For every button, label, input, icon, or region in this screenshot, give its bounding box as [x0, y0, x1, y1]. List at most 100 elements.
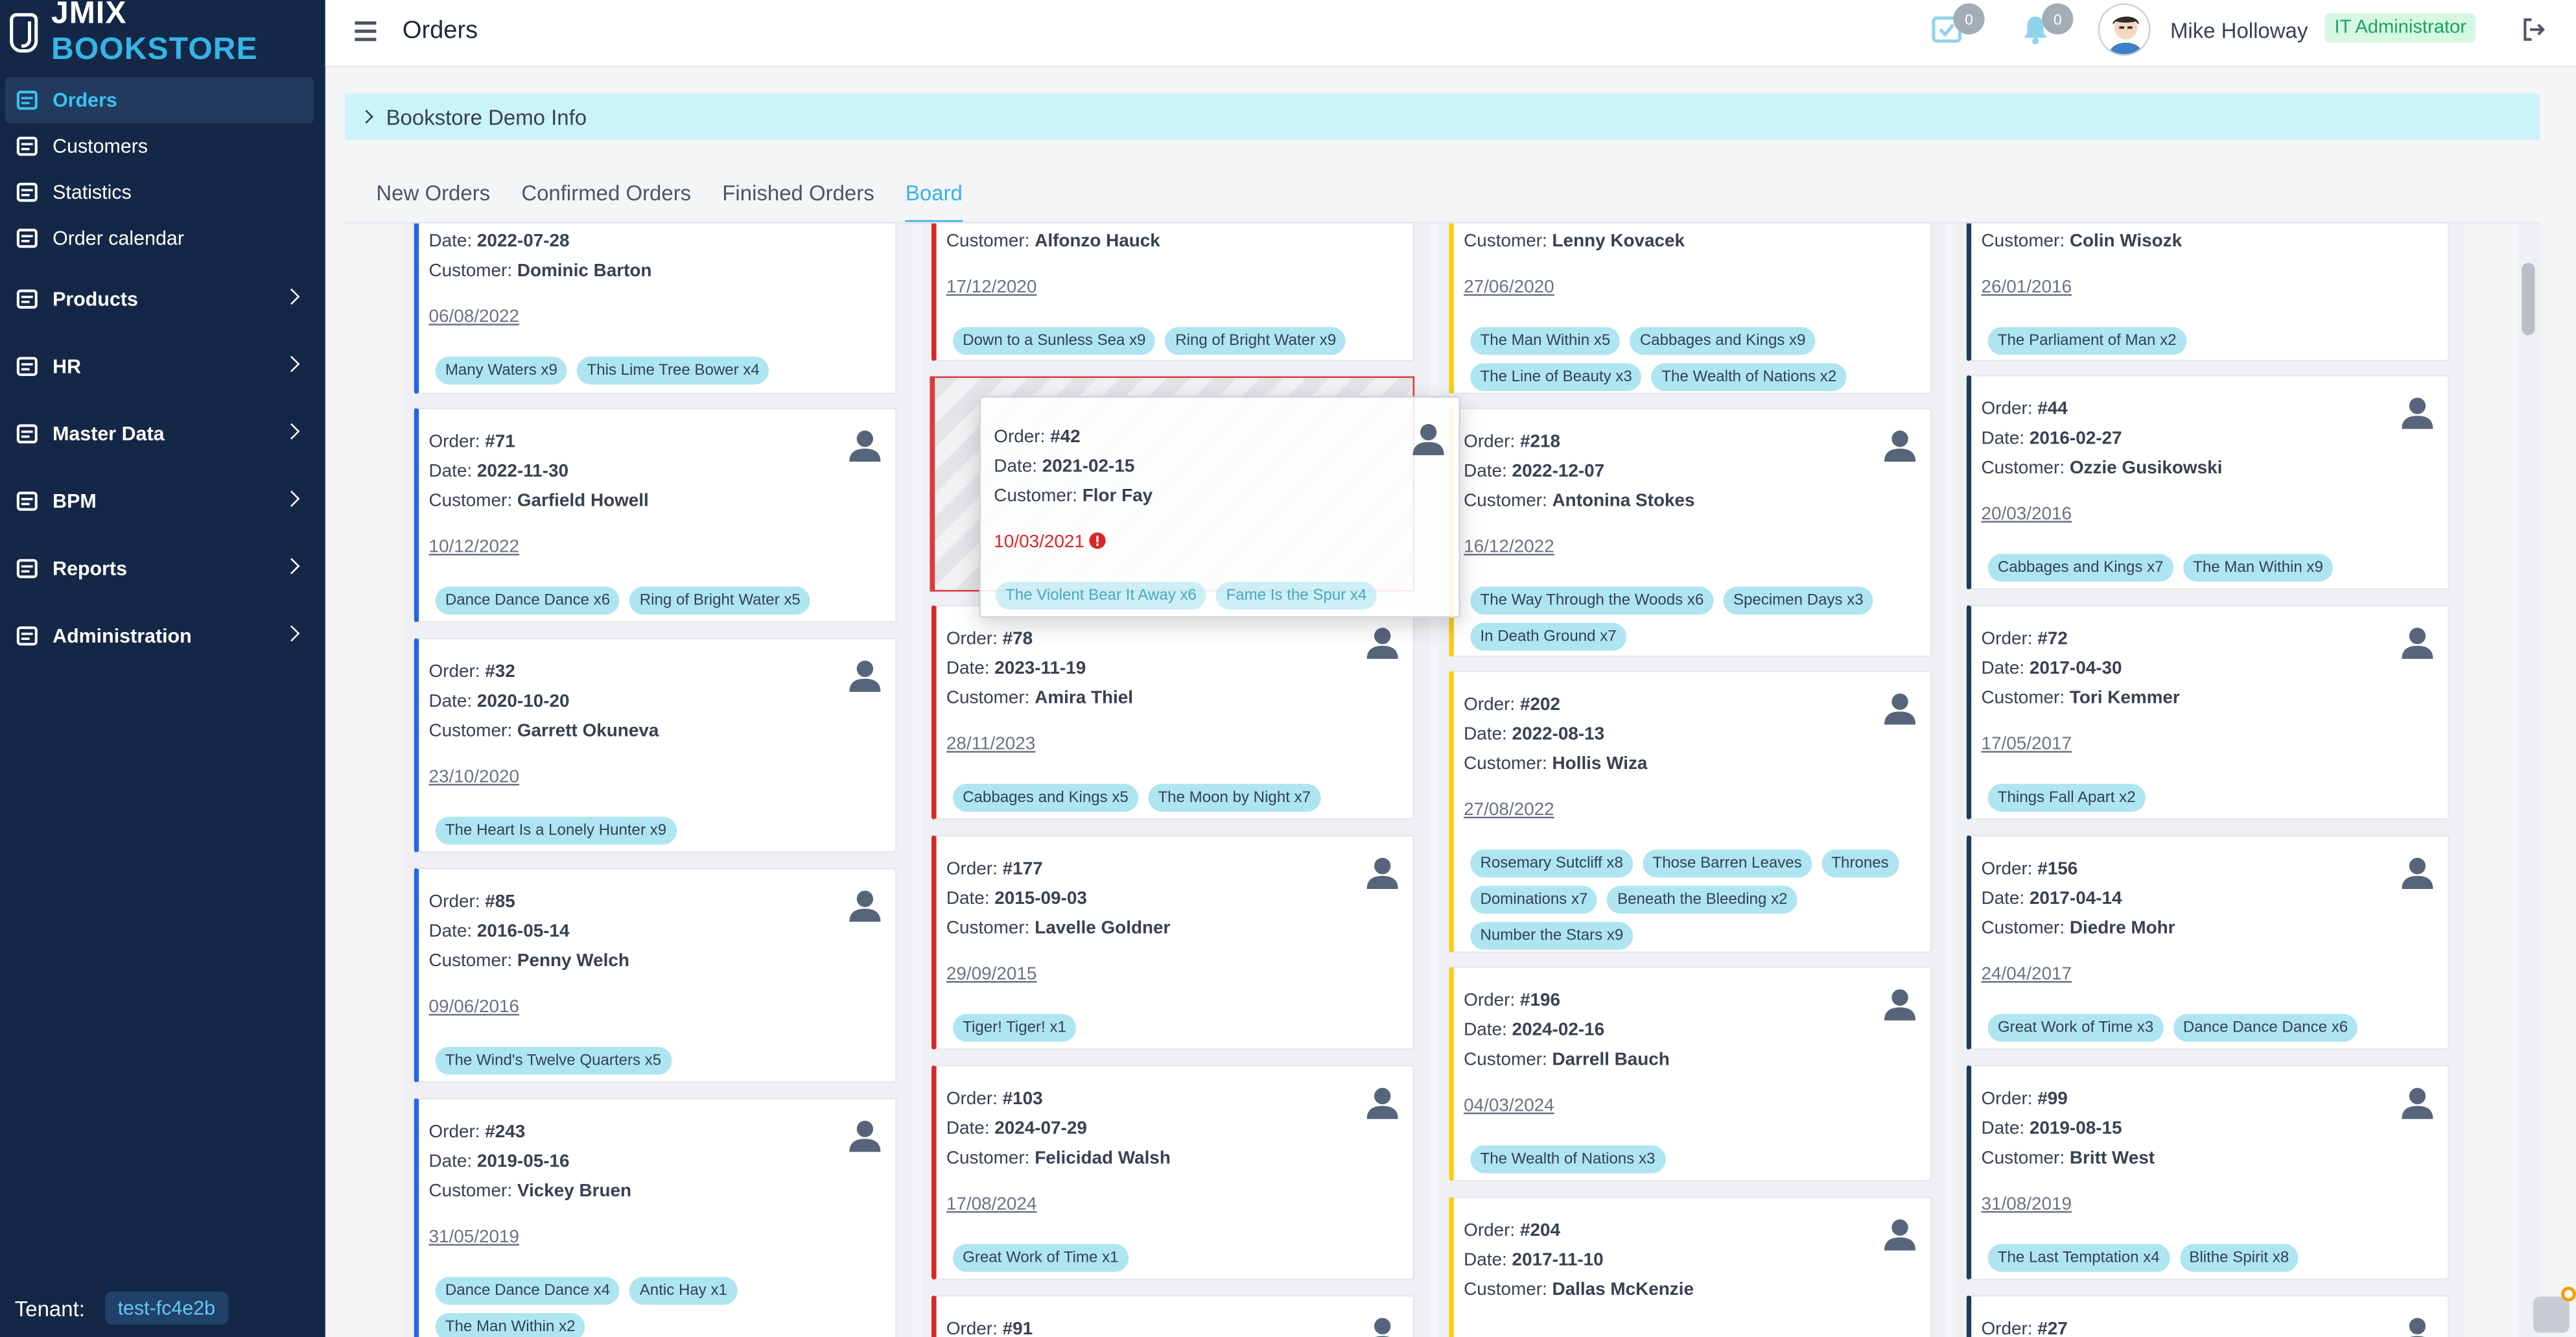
brand-name-b: BOOKSTORE	[51, 32, 258, 67]
assignee-icon[interactable]	[1884, 429, 1916, 462]
card-field: Date: 2019-05-16	[428, 1152, 569, 1172]
tab-finished-orders[interactable]: Finished Orders	[722, 180, 874, 206]
sidebar-item-products[interactable]: Products	[5, 276, 314, 322]
order-card[interactable]: Order: #44 Date: 2016-02-27 Customer: Ozzi…	[1966, 374, 2450, 590]
card-field: Order: #202	[1464, 695, 1560, 715]
order-card[interactable]: Order: #91	[931, 1295, 1415, 1337]
assignee-icon[interactable]	[1884, 692, 1916, 725]
order-card[interactable]: Order: #27	[1966, 1295, 2450, 1337]
assignee-icon[interactable]	[2402, 626, 2433, 659]
assignee-icon[interactable]	[2402, 1086, 2433, 1119]
scrollbar-thumb[interactable]	[2522, 263, 2535, 336]
order-card[interactable]: Order: #99 Date: 2019-08-15 Customer: Brit…	[1966, 1065, 2450, 1281]
demo-info-panel[interactable]: Bookstore Demo Info	[345, 93, 2540, 140]
sidebar-item-reports[interactable]: Reports	[5, 545, 314, 591]
card-field: Date: 2022-07-28	[428, 231, 569, 251]
sidebar-item-bpm[interactable]: BPM	[5, 479, 314, 525]
assignee-icon[interactable]	[1366, 1086, 1398, 1119]
sidebar-item-hr[interactable]: HR	[5, 344, 314, 390]
order-card[interactable]: Order: #243 Date: 2019-05-16 Customer: Vic…	[414, 1097, 897, 1337]
card-field: Date: 2016-05-14	[428, 922, 569, 941]
book-tag: Cabbages and Kings x9	[1630, 327, 1816, 355]
assignee-icon[interactable]	[1884, 1218, 1916, 1251]
assignee-icon[interactable]	[1412, 422, 1444, 456]
order-card[interactable]: Order: #32 Date: 2020-10-20 Customer: Garr…	[414, 637, 897, 853]
card-field: Order: #71	[428, 432, 515, 452]
logout-button[interactable]	[2522, 18, 2546, 41]
book-tags: Cabbages and Kings x5 The Moon by Night x…	[952, 783, 1413, 812]
notifications-button[interactable]: 0	[2019, 3, 2074, 46]
tenant-label: Tenant:	[14, 1296, 85, 1321]
order-card[interactable]: Customer: Colin Wisozk 26/01/2016 The Parl…	[1966, 223, 2450, 362]
card-field: Customer: Britt West	[1981, 1149, 2155, 1168]
due-date: 16/12/2022	[1464, 537, 1554, 558]
assignee-icon[interactable]	[1367, 1316, 1398, 1337]
sidebar-item-order-calendar[interactable]: Order calendar	[5, 215, 314, 261]
tab-confirmed-orders[interactable]: Confirmed Orders	[521, 180, 692, 206]
sidebar-item-customers[interactable]: Customers	[5, 123, 314, 169]
sidebar-item-orders[interactable]: Orders	[5, 77, 314, 124]
sidebar-item-master-data[interactable]: Master Data	[5, 411, 314, 457]
customer-value: Felicidad Walsh	[1035, 1148, 1171, 1168]
order-card[interactable]: Order: #103 Date: 2024-07-29 Customer: Fel…	[931, 1065, 1415, 1281]
book-tags: Great Work of Time x3 Dance Dance Dance x…	[1987, 1013, 2448, 1042]
user-name[interactable]: Mike Holloway	[2170, 18, 2308, 43]
customer-label: Customer:	[428, 261, 513, 281]
filter-button[interactable]	[2533, 1296, 2570, 1333]
book-tag: The Heart Is a Lonely Hunter x9	[435, 816, 677, 845]
user-avatar[interactable]	[2098, 3, 2151, 56]
order-card[interactable]: Customer: Lenny Kovacek 27/06/2020 The Man…	[1449, 223, 1932, 395]
order-card[interactable]: Date: 2022-07-28 Customer: Dominic Barton…	[414, 223, 897, 395]
assignee-icon[interactable]	[2402, 856, 2433, 890]
app-logo[interactable]: JMIX BOOKSTORE	[10, 0, 325, 67]
kanban-board: Date: 2022-07-28 Customer: Dominic Barton…	[404, 223, 2523, 1337]
order-card[interactable]: Order: #202 Date: 2022-08-13 Customer: Hol…	[1449, 670, 1932, 953]
order-card[interactable]: Order: #196 Date: 2024-02-16 Customer: Dar…	[1449, 966, 1932, 1182]
customer-value: Lenny Kovacek	[1552, 231, 1685, 252]
order-card[interactable]: Order: #78 Date: 2023-11-19 Customer: Amir…	[931, 604, 1415, 820]
due-date: 31/08/2019	[1981, 1194, 2072, 1214]
card-field: Customer: Diedre Mohr	[1981, 919, 2175, 938]
order-card[interactable]: Order: #177 Date: 2015-09-03 Customer: Lav…	[931, 834, 1415, 1050]
assignee-icon[interactable]	[849, 1119, 881, 1152]
assignee-icon[interactable]	[1366, 856, 1398, 890]
book-tags: The Last Temptation x4 Blithe Spirit x8	[1987, 1244, 2448, 1272]
assignee-icon[interactable]	[849, 889, 881, 922]
order-card[interactable]: Order: #204 Date: 2017-11-10 Customer: Dal…	[1449, 1196, 1932, 1337]
order-card[interactable]: Order: #71 Date: 2022-11-30 Customer: Garf…	[414, 407, 897, 623]
menu-toggle-icon[interactable]	[355, 21, 377, 41]
logo-icon	[10, 13, 38, 53]
board-scrollbar[interactable]	[2518, 223, 2540, 1337]
tab-new-orders[interactable]: New Orders	[376, 180, 491, 206]
order-card[interactable]: Order: #85 Date: 2016-05-14 Customer: Penn…	[414, 868, 897, 1083]
assignee-icon[interactable]	[849, 429, 881, 462]
date-value: 2020-10-20	[476, 691, 570, 712]
assignee-icon[interactable]	[2402, 1316, 2433, 1337]
order-card[interactable]: Order: #72 Date: 2017-04-30 Customer: Tori…	[1966, 604, 2450, 820]
order-card[interactable]: Order: #218 Date: 2022-12-07 Customer: Ant…	[1449, 407, 1932, 657]
order-value: #71	[485, 432, 515, 452]
users-icon	[16, 357, 39, 376]
card-field: Date: 2022-11-30	[428, 462, 568, 481]
assignee-icon[interactable]	[1366, 626, 1398, 659]
card-field: Customer: Felicidad Walsh	[946, 1149, 1171, 1168]
dragged-order-card[interactable]: Order: #42 Date: 2021-02-15 Customer: Fl…	[979, 396, 1461, 618]
page-title: Orders	[402, 16, 478, 45]
order-card[interactable]: Order: #156 Date: 2017-04-14 Customer: Die…	[1966, 834, 2450, 1050]
card-field: Customer: Tori Kemmer	[1981, 689, 2179, 708]
card-field: Customer: Garrett Okuneva	[428, 722, 659, 741]
customer-value: Colin Wisozk	[2069, 231, 2183, 252]
card-field: Customer: Ozzie Gusikowski	[1981, 458, 2222, 478]
tab-board[interactable]: Board	[905, 181, 963, 224]
assignee-icon[interactable]	[2402, 396, 2433, 429]
chevron-right-icon	[283, 355, 300, 372]
assignee-icon[interactable]	[849, 659, 881, 692]
order-card[interactable]: Customer: Alfonzo Hauck 17/12/2020 Down to…	[931, 223, 1415, 362]
sidebar-item-statistics[interactable]: Statistics	[5, 169, 314, 215]
sidebar-item-administration[interactable]: Administration	[5, 613, 314, 659]
order-value: #72	[2037, 629, 2068, 650]
order-label: Order:	[1981, 629, 2033, 650]
assignee-icon[interactable]	[1884, 988, 1916, 1021]
tasks-button[interactable]: 0	[1930, 3, 1985, 46]
customer-value: Ozzie Gusikowski	[2069, 458, 2223, 479]
